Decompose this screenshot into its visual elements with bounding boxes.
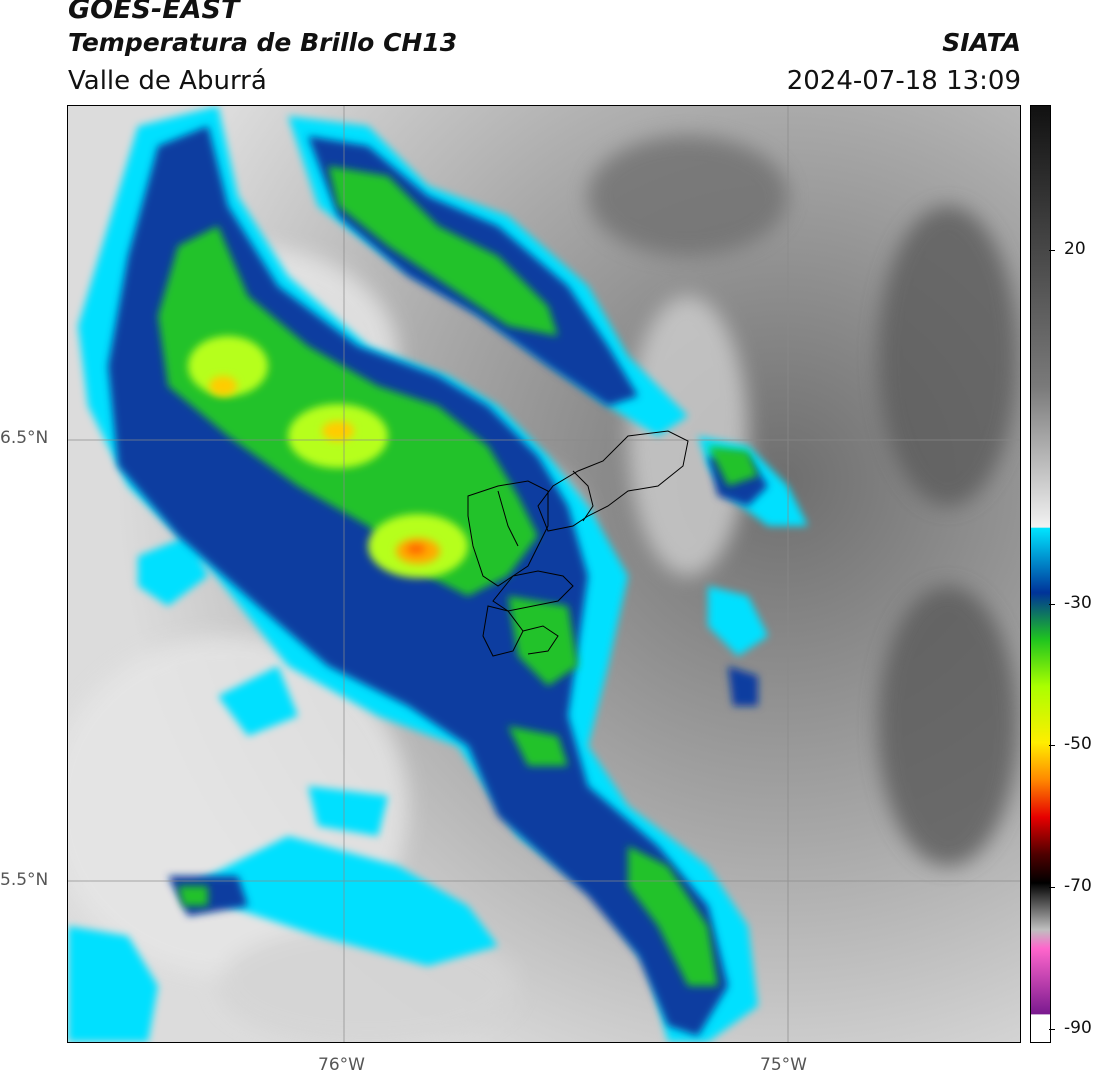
y-tick-5-5N: 5.5°N [0,870,49,890]
map-panel[interactable] [67,105,1021,1043]
title-region: Valle de Aburrá [68,66,267,96]
graticule [68,106,1020,1042]
brand-label: SIATA [942,28,1021,57]
colorbar-label-minus50: -50 [1064,734,1092,754]
timestamp-label: 2024-07-18 13:09 [786,66,1021,96]
cloud-core-orange [209,376,440,564]
colorbar-label-minus90: -90 [1064,1018,1092,1038]
colorbar-tick [1049,887,1055,888]
colorbar-tick [1049,250,1055,251]
colorbar-label-20: 20 [1064,239,1086,259]
x-tick-76W: 76°W [318,1055,365,1075]
colorbar-label-minus70: -70 [1064,876,1092,896]
colorbar-tick [1049,745,1055,746]
x-tick-75W: 75°W [760,1055,807,1075]
colorbar-tick [1049,1029,1055,1030]
colorbar-tick [1049,604,1055,605]
municipal-boundaries [467,430,689,657]
colorbar-gradient [1031,106,1050,1042]
colorbar [1030,105,1051,1043]
colorbar-label-minus30: -30 [1064,593,1092,613]
brightness-temperature-map [68,106,1020,1042]
y-tick-6-5N: 6.5°N [0,428,49,448]
title-satellite: GOES-EAST [68,0,240,25]
title-product: Temperatura de Brillo CH13 [68,28,458,57]
